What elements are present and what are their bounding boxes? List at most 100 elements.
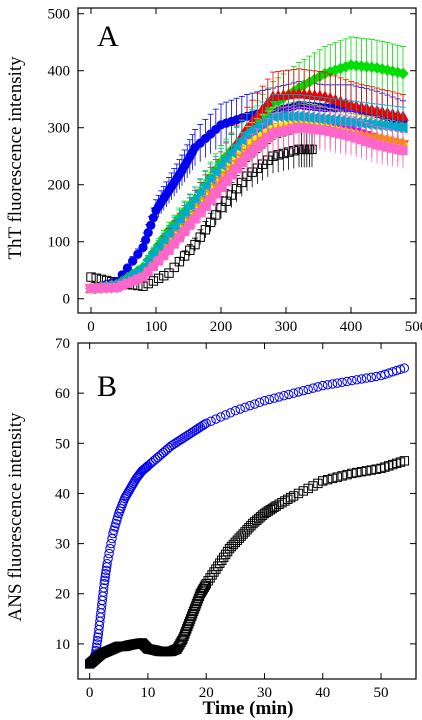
panel-a-data-point (231, 184, 242, 194)
panel-a-data-point (164, 245, 174, 255)
panel-a-data-point (157, 234, 169, 246)
panel-a-y-tick-label: 0 (63, 292, 71, 308)
panel-a-data-point (179, 251, 190, 261)
panel-a-data-point (216, 202, 226, 213)
panel-b-y-tick-label: 20 (55, 587, 70, 603)
panel-a-data-point (143, 278, 153, 289)
panel-a-x-tick-label: 400 (340, 319, 363, 335)
panel-b-data-point (181, 626, 191, 637)
panel-b-data-point (186, 611, 197, 622)
panel-a-data-point (143, 267, 153, 277)
panel-b-data-point (235, 404, 245, 414)
panel-b-y-tick-label: 60 (55, 386, 70, 402)
panel-a-series-8 (84, 94, 408, 295)
panel-a-data-point (190, 214, 200, 224)
panel-b-data-point (211, 414, 221, 424)
panel-a-y-tick-label: 300 (48, 121, 71, 137)
panel-a-marks (84, 36, 410, 295)
panel-b-data-point (103, 553, 113, 564)
panel-b-data-point (100, 568, 111, 579)
panel-a-data-point (211, 189, 221, 199)
panel-b-data-point (352, 375, 362, 385)
panel-b-plot: 0 10 20 30 40 50 10 20 30 40 50 60 70 B ANS fluoresc… (5, 336, 417, 719)
panel-b-data-point (288, 388, 299, 398)
panel-b-data-point (216, 412, 226, 422)
panel-b-data-point (191, 599, 202, 609)
panel-b-data-point (198, 584, 208, 594)
panel-b-data-point (100, 572, 110, 582)
panel-a-series-9 (86, 106, 408, 294)
panel-a-letter: A (97, 20, 119, 53)
panel-a-plot: 0 100 200 300 400 500 0 100 200 300 400 500 A ThT f… (5, 7, 422, 335)
panel-a-data-point (185, 220, 195, 230)
panel-b-data-point (225, 408, 236, 418)
panel-b-data-point (298, 486, 309, 496)
panel-b-y-tick-label: 30 (55, 537, 70, 553)
panel-b-data-point (230, 406, 241, 416)
panel-b-data-point (187, 609, 198, 619)
panel-b-frame (77, 342, 417, 680)
panel-a-data-point (221, 176, 231, 186)
panel-b-data-point (259, 395, 270, 406)
panel-a-y-tick-label: 200 (48, 178, 71, 194)
panel-b-x-tick-label: 50 (374, 685, 389, 701)
panel-b-data-point (356, 374, 367, 384)
panel-b-data-point (250, 399, 260, 409)
panel-b-data-point (308, 481, 318, 491)
panel-a-data-point (179, 226, 190, 237)
panel-b-data-point (104, 548, 114, 559)
panel-b-data-point (190, 601, 201, 611)
panel-a-data-point (221, 196, 231, 206)
panel-b-data-point (280, 496, 290, 506)
panel-b-data-point (269, 393, 279, 403)
panel-b-data-point (274, 499, 284, 510)
panel-b-letter: B (97, 370, 117, 403)
panel-b-y-axis-title: ANS fluorescence intensity (5, 412, 26, 621)
panel-a-data-point (174, 256, 185, 267)
panel-b-data-point (245, 400, 255, 411)
panel-b-data-point (220, 410, 231, 420)
panel-b-x-axis-title: Time (min) (203, 698, 294, 719)
panel-b-data-point (298, 385, 309, 396)
panel-b-x-tick-label: 30 (257, 685, 272, 701)
panel-a-x-tick-label: 200 (210, 319, 233, 335)
panel-a-data-point (128, 256, 138, 266)
panel-a-data-point (214, 158, 226, 171)
panel-b-data-point (99, 579, 109, 589)
panel-b-data-point (347, 468, 357, 479)
panel-b-marks (84, 363, 410, 669)
panel-b-data-point (201, 418, 211, 428)
panel-b-y-tick-label: 50 (55, 436, 70, 452)
panel-a-data-point (231, 164, 242, 174)
panel-a-data-point (220, 152, 231, 165)
panel-b-data-point (303, 483, 313, 494)
panel-a-data-point (138, 281, 148, 291)
panel-b-data-point (327, 473, 338, 484)
panel-b-data-point (189, 604, 200, 614)
panel-b-data-point (332, 378, 343, 388)
panel-a-y-axis-title: ThT fluorescence intensity (5, 56, 26, 260)
panel-a-data-point (200, 225, 211, 235)
panel-b-data-point (182, 624, 192, 634)
panel-b-x-tick-label: 40 (315, 685, 330, 701)
panel-a-data-point (133, 249, 143, 259)
panel-b-data-point (395, 364, 406, 375)
panel-b-data-point (347, 375, 357, 386)
panel-b-data-point (318, 476, 328, 486)
panel-a-x-tick-label: 0 (87, 319, 95, 335)
panel-a-x-tick-label: 300 (275, 319, 298, 335)
panel-a-data-point (211, 210, 221, 220)
panel-a-data-point (174, 233, 184, 243)
panel-a-data-point (169, 262, 179, 273)
panel-a-data-point (159, 251, 169, 261)
panel-a-data-point (397, 67, 409, 80)
panel-a-data-point (168, 220, 179, 233)
panel-b-data-point (92, 639, 102, 649)
panel-b-x-tick-label: 10 (140, 685, 155, 701)
panel-a-data-point (185, 245, 195, 255)
panel-b-data-point (188, 606, 199, 616)
panel-b-data-point (327, 379, 338, 389)
panel-a-data-point (173, 213, 185, 226)
panel-a-data-point (204, 172, 216, 185)
